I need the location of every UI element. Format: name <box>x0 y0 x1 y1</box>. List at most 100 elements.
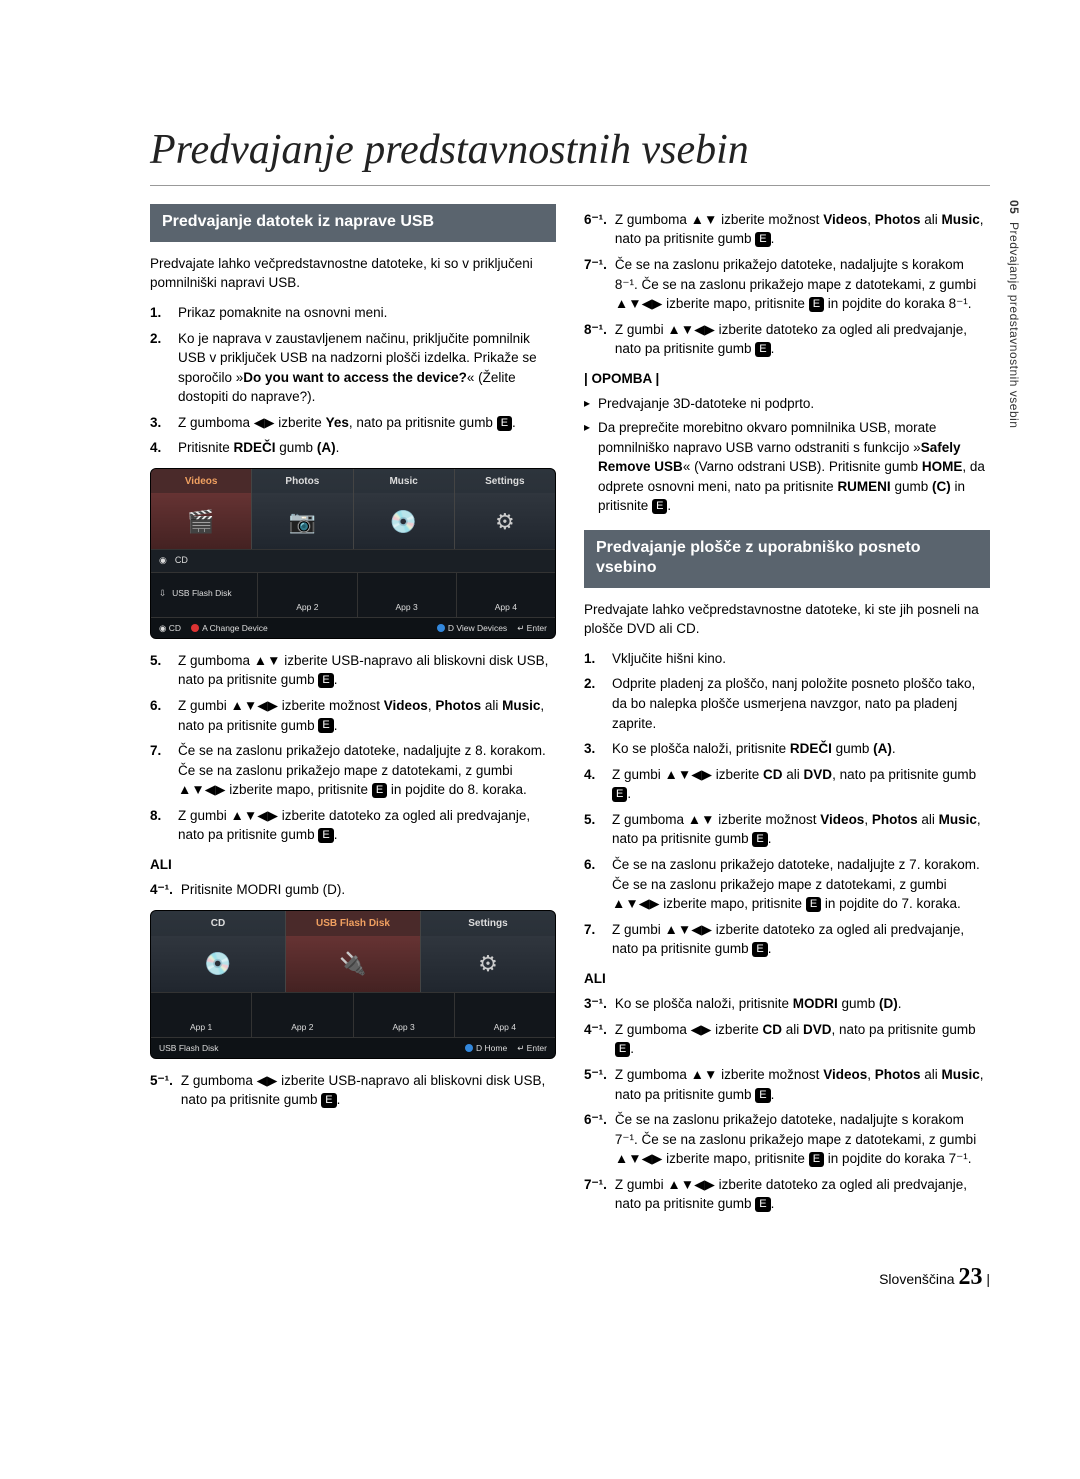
steps-list: 5.Z gumboma ▲▼ izberite USB-napravo ali … <box>150 651 556 845</box>
step-number: 7. <box>150 741 170 800</box>
step-number: 4⁻¹. <box>584 1020 607 1059</box>
step-number: 7⁻¹. <box>584 255 607 314</box>
footer-lang: Slovenščina <box>879 1271 955 1287</box>
shot-tab-usb: USB Flash Disk <box>286 911 421 936</box>
tile-settings-icon: ⚙ <box>421 936 555 992</box>
tile-videos-icon: 🎬 <box>151 493 252 549</box>
page-title: Predvajanje predstavnostnih vsebin <box>150 120 990 186</box>
step-text: Z gumboma ▲▼ izberite USB-napravo ali bl… <box>178 651 556 690</box>
tile-settings-icon: ⚙ <box>455 493 555 549</box>
app-slot: App 1 <box>151 993 252 1037</box>
enter-icon: E <box>318 828 333 843</box>
note-item: Predvajanje 3D-datoteke ni podprto. <box>584 394 990 414</box>
enter-icon: E <box>755 1197 770 1212</box>
enter-icon: E <box>755 1088 770 1103</box>
step-text: Z gumbi ▲▼◀▶ izberite datoteko za ogled … <box>615 320 990 359</box>
enter-icon: E <box>321 1093 336 1108</box>
step-text: Če se na zaslonu prikažejo datoteke, nad… <box>615 255 990 314</box>
shot-tab-photos: Photos <box>252 469 353 494</box>
step-text: Ko se plošča naloži, pritisnite RDEČI gu… <box>612 739 990 759</box>
step-number: 6. <box>584 855 604 914</box>
step-number: 7⁻¹. <box>584 1175 607 1214</box>
app-slot: App 3 <box>354 993 455 1037</box>
step-number: 5⁻¹. <box>584 1065 607 1104</box>
tile-photos-icon: 📷 <box>252 493 353 549</box>
step-number: 3. <box>584 739 604 759</box>
step-text: Ko se plošča naloži, pritisnite MODRI gu… <box>615 994 990 1014</box>
shot-tab-music: Music <box>354 469 455 494</box>
enter-icon: E <box>497 416 512 431</box>
step-text: Vključite hišni kino. <box>612 649 990 669</box>
content-columns: Predvajanje datotek iz naprave USB Predv… <box>150 204 990 1220</box>
alt-steps-list: 3⁻¹. Ko se plošča naloži, pritisnite MODR… <box>584 994 990 1214</box>
legend-cd: ◉ CD <box>159 622 181 634</box>
enter-icon: E <box>752 942 767 957</box>
right-column: 6⁻¹. Z gumboma ▲▼ izberite možnost Videos… <box>584 204 990 1220</box>
enter-icon: E <box>755 342 770 357</box>
tile-music-icon: 💿 <box>354 493 455 549</box>
step-number: 2. <box>150 329 170 407</box>
enter-icon: E <box>318 718 333 733</box>
step-text: Pritisnite RDEČI gumb (A). <box>178 438 556 458</box>
ali-heading: ALI <box>584 969 990 989</box>
footer-page: 23 <box>958 1264 982 1290</box>
shot-legend: USB Flash Disk D Home ↵ Enter <box>151 1037 555 1058</box>
tile-usb-icon: 🔌 <box>286 936 421 992</box>
step-text: Z gumboma ▲▼ izberite možnost Videos, Ph… <box>615 1065 990 1104</box>
steps-list: 6⁻¹. Z gumboma ▲▼ izberite možnost Videos… <box>584 210 990 359</box>
page-footer: Slovenščina 23 | <box>150 1260 990 1295</box>
enter-icon: E <box>752 832 767 847</box>
step-number: 2. <box>584 674 604 733</box>
enter-icon: E <box>652 499 667 514</box>
step-number: 4. <box>584 765 604 804</box>
manual-page: 05 Predvajanje predstavnostnih vsebin Pr… <box>0 0 1080 1335</box>
step-text: Z gumboma ▲▼ izberite možnost Videos, Ph… <box>612 810 990 849</box>
step-number: 8. <box>150 806 170 845</box>
shot-tab-settings: Settings <box>455 469 555 494</box>
step-number: 5. <box>584 810 604 849</box>
step-number: 7. <box>584 920 604 959</box>
shot-tab-videos: Videos <box>151 469 252 494</box>
side-tab: 05 Predvajanje predstavnostnih vsebin <box>1005 200 1022 428</box>
step-text: Z gumboma ◀▶ izberite CD ali DVD, nato p… <box>615 1020 990 1059</box>
step-number: 6⁻¹. <box>584 210 607 249</box>
step-text: Odprite pladenj za ploščo, nanj položite… <box>612 674 990 733</box>
step-number: 6. <box>150 696 170 735</box>
alt-step: 4⁻¹.Pritisnite MODRI gumb (D). <box>150 880 556 900</box>
step-text: Z gumbi ▲▼◀▶ izberite CD ali DVD, nato p… <box>612 765 990 804</box>
device-usb: ⇩USB Flash Disk <box>151 573 258 617</box>
enter-icon: E <box>809 1152 824 1167</box>
app-slot: App 2 <box>258 573 357 617</box>
step-text: Z gumbi ▲▼◀▶ izberite datoteko za ogled … <box>178 806 556 845</box>
note-label: | OPOMBA | <box>584 369 990 389</box>
ali-heading: ALI <box>150 855 556 875</box>
step-text: Z gumbi ▲▼◀▶ izberite datoteko za ogled … <box>615 1175 990 1214</box>
ui-screenshot-2: CD USB Flash Disk Settings 💿 🔌 ⚙ App 1 A… <box>150 910 556 1059</box>
enter-icon: E <box>755 232 770 247</box>
shot-legend: ◉ CD A Change Device D View Devices ↵ En… <box>151 617 555 638</box>
step-text: Z gumboma ◀▶ izberite Yes, nato pa priti… <box>178 413 556 433</box>
enter-icon: E <box>612 787 627 802</box>
step-text: Če se na zaslonu prikažejo datoteke, nad… <box>615 1110 990 1169</box>
step-number: 6⁻¹. <box>584 1110 607 1169</box>
steps-list: 1.Prikaz pomaknite na osnovni meni.2.Ko … <box>150 303 556 458</box>
device-row-cd: ◉CD <box>151 549 555 571</box>
step-number: 3⁻¹. <box>584 994 607 1014</box>
step-text: Če se na zaslonu prikažejo datoteke, nad… <box>612 855 990 914</box>
step-number: 1. <box>584 649 604 669</box>
enter-icon: E <box>809 297 824 312</box>
step-number: 8⁻¹. <box>584 320 607 359</box>
shot-tab-settings: Settings <box>421 911 555 936</box>
step-text: Z gumboma ▲▼ izberite možnost Videos, Ph… <box>615 210 990 249</box>
step-number: 1. <box>150 303 170 323</box>
usb-icon: ⇩ <box>159 587 166 599</box>
left-column: Predvajanje datotek iz naprave USB Predv… <box>150 204 556 1220</box>
step-number: 5. <box>150 651 170 690</box>
app-slot: App 3 <box>358 573 457 617</box>
ui-screenshot-1: Videos Photos Music Settings 🎬 📷 💿 ⚙ ◉CD… <box>150 468 556 639</box>
shot-tab-cd: CD <box>151 911 286 936</box>
enter-icon: E <box>318 673 333 688</box>
enter-icon: E <box>806 897 821 912</box>
side-tab-text: Predvajanje predstavnostnih vsebin <box>1007 222 1021 428</box>
alt-step: 5⁻¹.Z gumboma ◀▶ izberite USB-napravo al… <box>150 1071 556 1110</box>
